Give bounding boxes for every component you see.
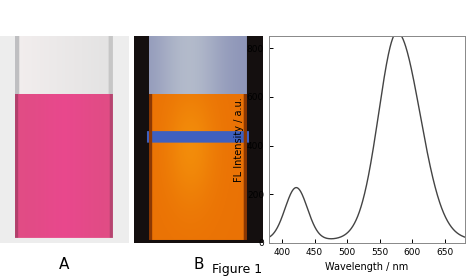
Text: B: B bbox=[193, 257, 204, 272]
X-axis label: Wavelength / nm: Wavelength / nm bbox=[325, 262, 408, 272]
Text: Figure 1: Figure 1 bbox=[212, 263, 262, 276]
Text: A: A bbox=[59, 257, 69, 272]
Y-axis label: FL Intensity / a.u.: FL Intensity / a.u. bbox=[234, 97, 244, 182]
